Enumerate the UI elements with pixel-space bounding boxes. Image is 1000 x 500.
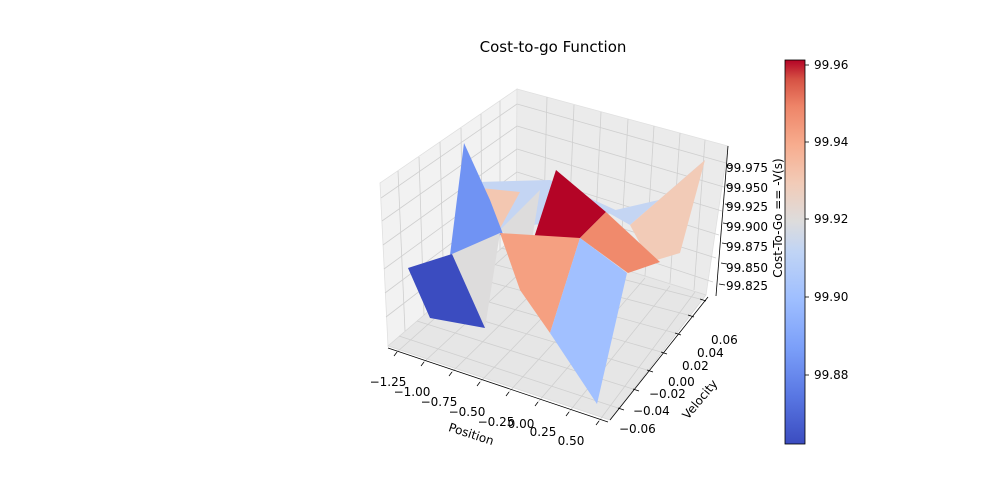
x-tick-mark xyxy=(448,371,453,377)
y-tick-label: 0.06 xyxy=(711,333,738,347)
y-tick-label: 0.02 xyxy=(682,359,709,373)
y-tick-label: −0.04 xyxy=(633,404,670,418)
x-axis-line xyxy=(387,347,609,423)
surface xyxy=(408,143,705,404)
x-tick-label: −0.25 xyxy=(478,415,515,429)
y-tick-label: −0.06 xyxy=(619,422,656,436)
x-tick-labels: −1.25 −1.00 −0.75 −0.50 −0.25 0.00 0.25 … xyxy=(370,375,585,448)
x-tick-mark xyxy=(393,351,398,357)
y-tick-label: 0.04 xyxy=(697,346,724,360)
x-ticks xyxy=(393,351,600,426)
z-tick-label: 99.950 xyxy=(726,181,768,195)
x-tick-mark xyxy=(595,420,600,426)
z-tick-mark xyxy=(724,203,732,206)
z-tick-mark xyxy=(721,242,729,245)
surface-patch xyxy=(500,233,580,333)
colorbar-tick-label: 99.92 xyxy=(814,212,848,226)
surface-patch xyxy=(630,160,705,262)
surface-patch xyxy=(500,190,540,246)
colorbar-tick-label: 99.90 xyxy=(814,290,848,304)
z-tick-label: 99.975 xyxy=(726,161,768,175)
y-ticks xyxy=(617,298,707,411)
y-axis-line xyxy=(609,296,709,421)
surface-patch xyxy=(450,143,503,255)
y-tick-mark xyxy=(646,369,654,373)
z-tick-label: 99.825 xyxy=(726,279,768,293)
x-tick-label: 0.25 xyxy=(530,425,557,439)
x-tick-mark xyxy=(476,381,481,387)
y-tick-labels: −0.06 −0.04 −0.02 0.00 0.02 0.04 0.06 xyxy=(619,333,738,436)
y-tick-label: −0.02 xyxy=(649,387,686,401)
z-axis-line xyxy=(715,145,729,297)
grid-line xyxy=(568,285,671,413)
grid-line xyxy=(380,103,518,199)
x-tick-label: 0.00 xyxy=(508,417,535,431)
z-tick-mark xyxy=(720,262,728,265)
grid-line xyxy=(381,125,518,222)
y-tick-mark xyxy=(632,388,640,392)
z-tick-mark xyxy=(726,164,734,167)
colorbar-tick-label: 99.88 xyxy=(814,368,848,382)
x-tick-label: −1.25 xyxy=(370,375,407,389)
x-tick-label: −0.50 xyxy=(449,405,486,419)
grid-line xyxy=(516,103,727,164)
surface-patch xyxy=(550,238,627,404)
z-axis-label: Cost-To-Go == -V(s) xyxy=(771,158,785,277)
y-tick-mark xyxy=(687,314,695,318)
grid-line xyxy=(398,335,619,409)
z-tick-label: 99.900 xyxy=(726,220,768,234)
x-tick-mark xyxy=(534,401,539,407)
colorbar-gradient xyxy=(784,59,806,445)
surface-patch xyxy=(408,254,485,328)
x-tick-mark xyxy=(505,391,510,397)
surface-patch xyxy=(480,188,520,232)
surface-patch xyxy=(607,160,705,225)
z-tick-mark xyxy=(725,184,733,187)
colorbar-tick-label: 99.94 xyxy=(814,135,848,149)
z-tick-labels: 99.825 99.850 99.875 99.900 99.925 99.95… xyxy=(726,161,768,293)
y-tick-mark xyxy=(660,351,668,355)
x-tick-label: 0.50 xyxy=(558,434,585,448)
colorbar-tick-label: 99.96 xyxy=(814,58,848,72)
chart-title: Cost-to-go Function xyxy=(480,38,627,56)
z-ticks xyxy=(718,164,734,286)
grid-line xyxy=(382,148,518,246)
z-tick-label: 99.875 xyxy=(726,240,768,254)
y-tick-label: 0.00 xyxy=(668,375,695,389)
z-tick-label: 99.925 xyxy=(726,200,768,214)
grid-line xyxy=(598,291,696,422)
z-tick-label: 99.850 xyxy=(726,261,768,275)
grid-line xyxy=(397,170,406,332)
x-tick-mark xyxy=(420,361,425,367)
x-tick-label: −1.00 xyxy=(394,385,431,399)
z-tick-mark xyxy=(722,222,730,225)
colorbar-tick-marks xyxy=(805,64,809,376)
x-tick-label: −0.75 xyxy=(421,395,458,409)
surface-patch xyxy=(580,212,660,273)
axis-lines xyxy=(387,145,729,423)
surface-patch xyxy=(531,170,606,247)
x-tick-mark xyxy=(565,411,570,417)
y-tick-mark xyxy=(674,332,682,336)
y-tick-mark xyxy=(699,298,707,302)
y-tick-mark xyxy=(617,407,625,411)
z-tick-mark xyxy=(718,283,726,286)
colorbar: 99.88 99.90 99.92 99.94 99.96 xyxy=(784,58,848,445)
